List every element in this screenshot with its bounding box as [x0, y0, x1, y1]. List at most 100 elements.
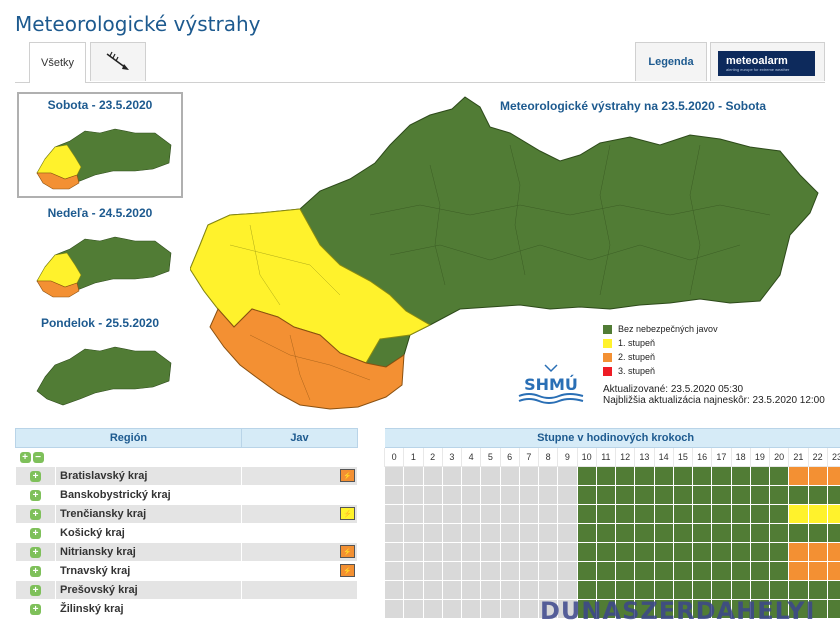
- expand-icon[interactable]: +: [30, 603, 41, 615]
- shmu-logo: SHMÚ: [518, 364, 584, 404]
- row-spacer: [357, 561, 385, 581]
- hour-level-cell: [422, 599, 443, 619]
- table-row[interactable]: + Žilinský kraj: [15, 599, 840, 619]
- hour-level-cell: [634, 466, 655, 486]
- hour-level-cell: [634, 542, 655, 562]
- expand-icon[interactable]: +: [30, 584, 41, 596]
- table-row[interactable]: + Prešovský kraj: [15, 580, 840, 600]
- hour-level-cell: [557, 466, 578, 486]
- wind-icon: [106, 51, 129, 70]
- table-row[interactable]: + Bratislavský kraj ⚡: [15, 466, 840, 486]
- hour-level-cell: [518, 580, 540, 600]
- expand-icon[interactable]: +: [30, 508, 41, 520]
- column-header-jav: Jav: [241, 428, 358, 448]
- hour-level-cell: [480, 466, 501, 486]
- phenomenon-cell: [241, 485, 358, 505]
- legend-swatch: [603, 338, 612, 348]
- update-info: Aktualizované: 23.5.2020 05:30 Najbližši…: [603, 384, 825, 406]
- table-row[interactable]: + Košický kraj: [15, 523, 840, 543]
- meteoalarm-logo[interactable]: meteoalarm alerting europe for extreme w…: [718, 51, 815, 76]
- day-label: Sobota - 23.5.2020: [47, 98, 153, 112]
- thunderstorm-icon[interactable]: ⚡: [340, 507, 355, 520]
- expand-all-icon[interactable]: +: [19, 451, 31, 463]
- updated-time: Aktualizované: 23.5.2020 05:30: [603, 384, 744, 395]
- table-row[interactable]: + Trnavský kraj ⚡: [15, 561, 840, 581]
- hour-level-cell: [826, 542, 840, 562]
- hour-level-cell: [537, 466, 559, 486]
- hour-level-cell: [691, 599, 713, 619]
- hour-level-cell: [807, 504, 828, 524]
- expand-icon[interactable]: +: [30, 527, 41, 539]
- expand-icon[interactable]: +: [30, 489, 41, 501]
- warnings-table: Región Jav Stupne v hodinových krokoch +…: [15, 428, 840, 619]
- table-row[interactable]: + Nitriansky kraj ⚡: [15, 542, 840, 562]
- hour-level-cell: [807, 542, 828, 562]
- hour-level-cell: [557, 504, 578, 524]
- hour-header: 8: [537, 447, 559, 467]
- table-row[interactable]: + Banskobystrický kraj: [15, 485, 840, 505]
- hour-level-cell: [768, 466, 790, 486]
- slovakia-warning-map[interactable]: [190, 95, 830, 415]
- hour-level-cell: [634, 561, 655, 581]
- expand-icon[interactable]: +: [30, 546, 41, 558]
- table-row[interactable]: + Trenčiansky kraj ⚡: [15, 504, 840, 524]
- hour-level-cell: [653, 485, 674, 505]
- region-name: Trenčiansky kraj: [55, 504, 242, 524]
- hour-level-cell: [672, 523, 694, 543]
- hour-level-cell: [422, 504, 443, 524]
- hour-header: 23: [826, 447, 840, 467]
- hour-level-cell: [730, 504, 751, 524]
- tab-legend[interactable]: Legenda: [635, 42, 707, 81]
- expand-collapse-all: + −: [15, 447, 56, 467]
- hour-level-cell: [499, 523, 520, 543]
- hour-level-cell: [749, 599, 771, 619]
- hour-level-cell: [460, 466, 482, 486]
- thunderstorm-icon[interactable]: ⚡: [340, 469, 355, 482]
- legend-swatch: [603, 352, 612, 362]
- hour-level-cell: [518, 466, 540, 486]
- day-sunday[interactable]: Nedeľa - 24.5.2020: [17, 202, 183, 303]
- tab-all[interactable]: Všetky: [29, 42, 86, 83]
- hour-level-cell: [441, 504, 463, 524]
- hour-level-cell: [518, 561, 540, 581]
- hour-level-cell: [595, 599, 617, 619]
- hour-header: 1: [403, 447, 424, 467]
- tab-wind[interactable]: [90, 42, 146, 81]
- hour-level-cell: [749, 466, 771, 486]
- legend-swatch: [603, 366, 612, 376]
- hour-level-cell: [595, 504, 617, 524]
- hour-level-cell: [595, 466, 617, 486]
- hour-level-cell: [768, 504, 790, 524]
- expand-icon[interactable]: +: [30, 565, 41, 577]
- day-label: Nedeľa - 24.5.2020: [47, 206, 153, 220]
- expand-icon[interactable]: +: [30, 470, 41, 482]
- hour-level-cell: [576, 485, 597, 505]
- day-saturday[interactable]: Sobota - 23.5.2020: [17, 92, 183, 198]
- hour-level-cell: [788, 466, 809, 486]
- hour-header: 21: [788, 447, 809, 467]
- hour-header: 14: [653, 447, 674, 467]
- hour-level-cell: [634, 523, 655, 543]
- hours-spacer: [241, 447, 358, 467]
- hour-header: 13: [634, 447, 655, 467]
- hour-level-cell: [730, 561, 751, 581]
- collapse-all-icon[interactable]: −: [32, 451, 44, 463]
- hour-level-cell: [403, 485, 424, 505]
- hour-level-cell: [672, 504, 694, 524]
- hour-level-cell: [383, 523, 405, 543]
- hour-header: 22: [807, 447, 828, 467]
- hour-level-cell: [788, 561, 809, 581]
- hour-level-cell: [518, 523, 540, 543]
- hour-level-cell: [441, 523, 463, 543]
- hour-level-cell: [691, 466, 713, 486]
- thunderstorm-icon[interactable]: ⚡: [340, 545, 355, 558]
- thunderstorm-icon[interactable]: ⚡: [340, 564, 355, 577]
- day-monday[interactable]: Pondelok - 25.5.2020: [17, 312, 183, 413]
- expand-cell: +: [15, 485, 56, 505]
- hour-level-cell: [653, 561, 674, 581]
- hour-level-cell: [749, 561, 771, 581]
- hour-level-cell: [441, 542, 463, 562]
- hour-level-cell: [749, 485, 771, 505]
- hour-level-cell: [441, 599, 463, 619]
- hour-level-cell: [499, 504, 520, 524]
